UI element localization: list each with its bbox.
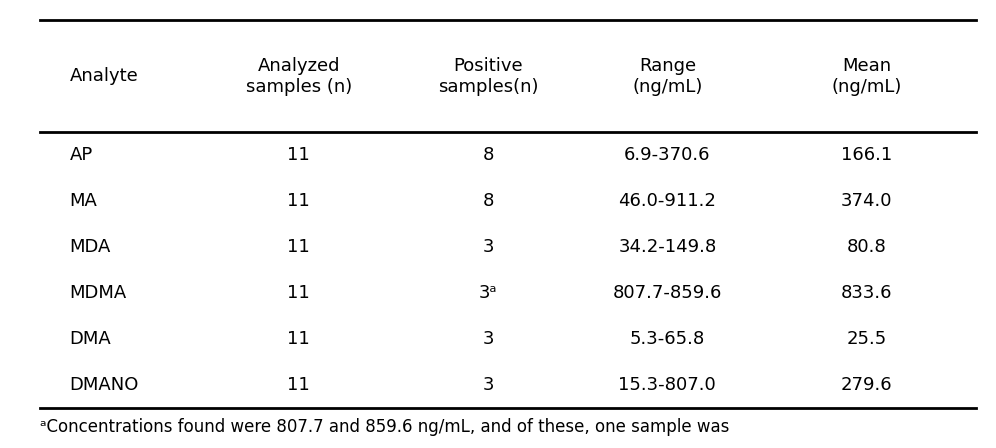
- Text: 8: 8: [482, 146, 494, 164]
- Text: Analyte: Analyte: [70, 67, 138, 85]
- Text: 3: 3: [482, 330, 494, 348]
- Text: Positive
samples(n): Positive samples(n): [438, 57, 538, 95]
- Text: 15.3-807.0: 15.3-807.0: [619, 376, 716, 394]
- Text: 11: 11: [288, 146, 310, 164]
- Text: 833.6: 833.6: [841, 284, 892, 302]
- Text: 11: 11: [288, 330, 310, 348]
- Text: 46.0-911.2: 46.0-911.2: [619, 192, 716, 210]
- Text: ᵃConcentrations found were 807.7 and 859.6 ng/mL, and of these, one sample was: ᵃConcentrations found were 807.7 and 859…: [40, 418, 729, 435]
- Text: MA: MA: [70, 192, 98, 210]
- Text: 3: 3: [482, 238, 494, 256]
- Text: 25.5: 25.5: [847, 330, 886, 348]
- Text: DMA: DMA: [70, 330, 112, 348]
- Text: 166.1: 166.1: [841, 146, 892, 164]
- Text: Range
(ng/mL): Range (ng/mL): [632, 57, 702, 95]
- Text: 11: 11: [288, 238, 310, 256]
- Text: 3: 3: [482, 376, 494, 394]
- Text: Mean
(ng/mL): Mean (ng/mL): [832, 57, 901, 95]
- Text: 11: 11: [288, 376, 310, 394]
- Text: 11: 11: [288, 284, 310, 302]
- Text: 279.6: 279.6: [841, 376, 892, 394]
- Text: 8: 8: [482, 192, 494, 210]
- Text: 6.9-370.6: 6.9-370.6: [624, 146, 710, 164]
- Text: MDMA: MDMA: [70, 284, 126, 302]
- Text: AP: AP: [70, 146, 93, 164]
- Text: DMANO: DMANO: [70, 376, 139, 394]
- Text: 807.7-859.6: 807.7-859.6: [613, 284, 722, 302]
- Text: 11: 11: [288, 192, 310, 210]
- Text: 34.2-149.8: 34.2-149.8: [619, 238, 716, 256]
- Text: 5.3-65.8: 5.3-65.8: [629, 330, 705, 348]
- Text: 3ᵃ: 3ᵃ: [479, 284, 497, 302]
- Text: MDA: MDA: [70, 238, 112, 256]
- Text: Analyzed
samples (n): Analyzed samples (n): [246, 57, 352, 95]
- Text: 374.0: 374.0: [841, 192, 892, 210]
- Text: 80.8: 80.8: [847, 238, 886, 256]
